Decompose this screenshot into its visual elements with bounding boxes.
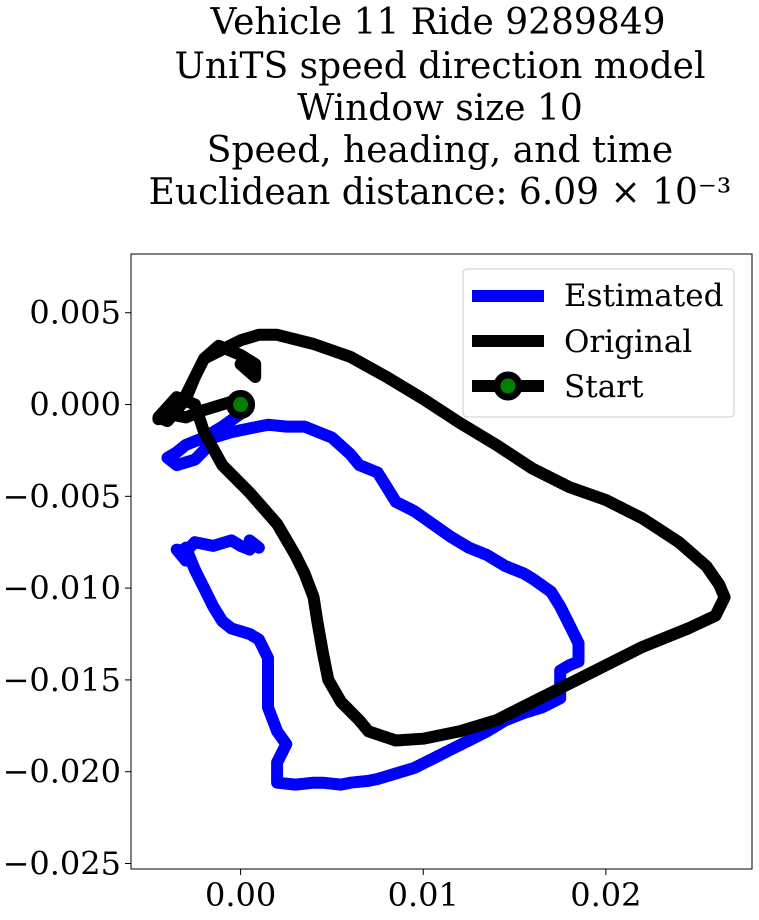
x-tick-label: 0.02 — [570, 876, 641, 914]
y-tick-label: −0.005 — [3, 477, 121, 515]
legend-marker-start — [493, 371, 523, 401]
y-tick-label: −0.020 — [3, 753, 121, 791]
y-tick-label: 0.000 — [29, 386, 121, 424]
chart-title: Vehicle 11 Ride 9289849 UniTS speed dire… — [149, 2, 732, 213]
y-tick-label: −0.010 — [3, 569, 121, 607]
y-tick-label: −0.015 — [3, 661, 121, 699]
x-tick-label: 0.00 — [205, 876, 276, 914]
plot-area — [152, 328, 731, 791]
series-line-original — [152, 328, 731, 747]
title-line-1: Vehicle 11 Ride 9289849 — [209, 2, 665, 43]
title-line-4: Speed, heading, and time — [207, 130, 673, 171]
legend-label-original: Original — [564, 324, 692, 360]
title-line-3: Window size 10 — [297, 88, 583, 129]
legend: Estimated Original Start — [462, 268, 735, 418]
axes: 0.00 0.01 0.02 0.005 0.000 −0.005 −0.010 −0.015… — [3, 253, 753, 914]
title-line-2: UniTS speed direction model — [175, 46, 706, 87]
axes-frame — [130, 253, 753, 870]
y-tick-label: −0.025 — [3, 844, 121, 882]
legend-label-estimated: Estimated — [564, 278, 723, 314]
title-line-5: Euclidean distance: 6.09 × 10⁻³ — [149, 172, 732, 213]
legend-label-start: Start — [564, 369, 644, 405]
start-marker — [226, 390, 256, 420]
x-tick-label: 0.01 — [388, 876, 459, 914]
series-lines — [152, 328, 731, 791]
y-tick-label: 0.005 — [29, 294, 121, 332]
